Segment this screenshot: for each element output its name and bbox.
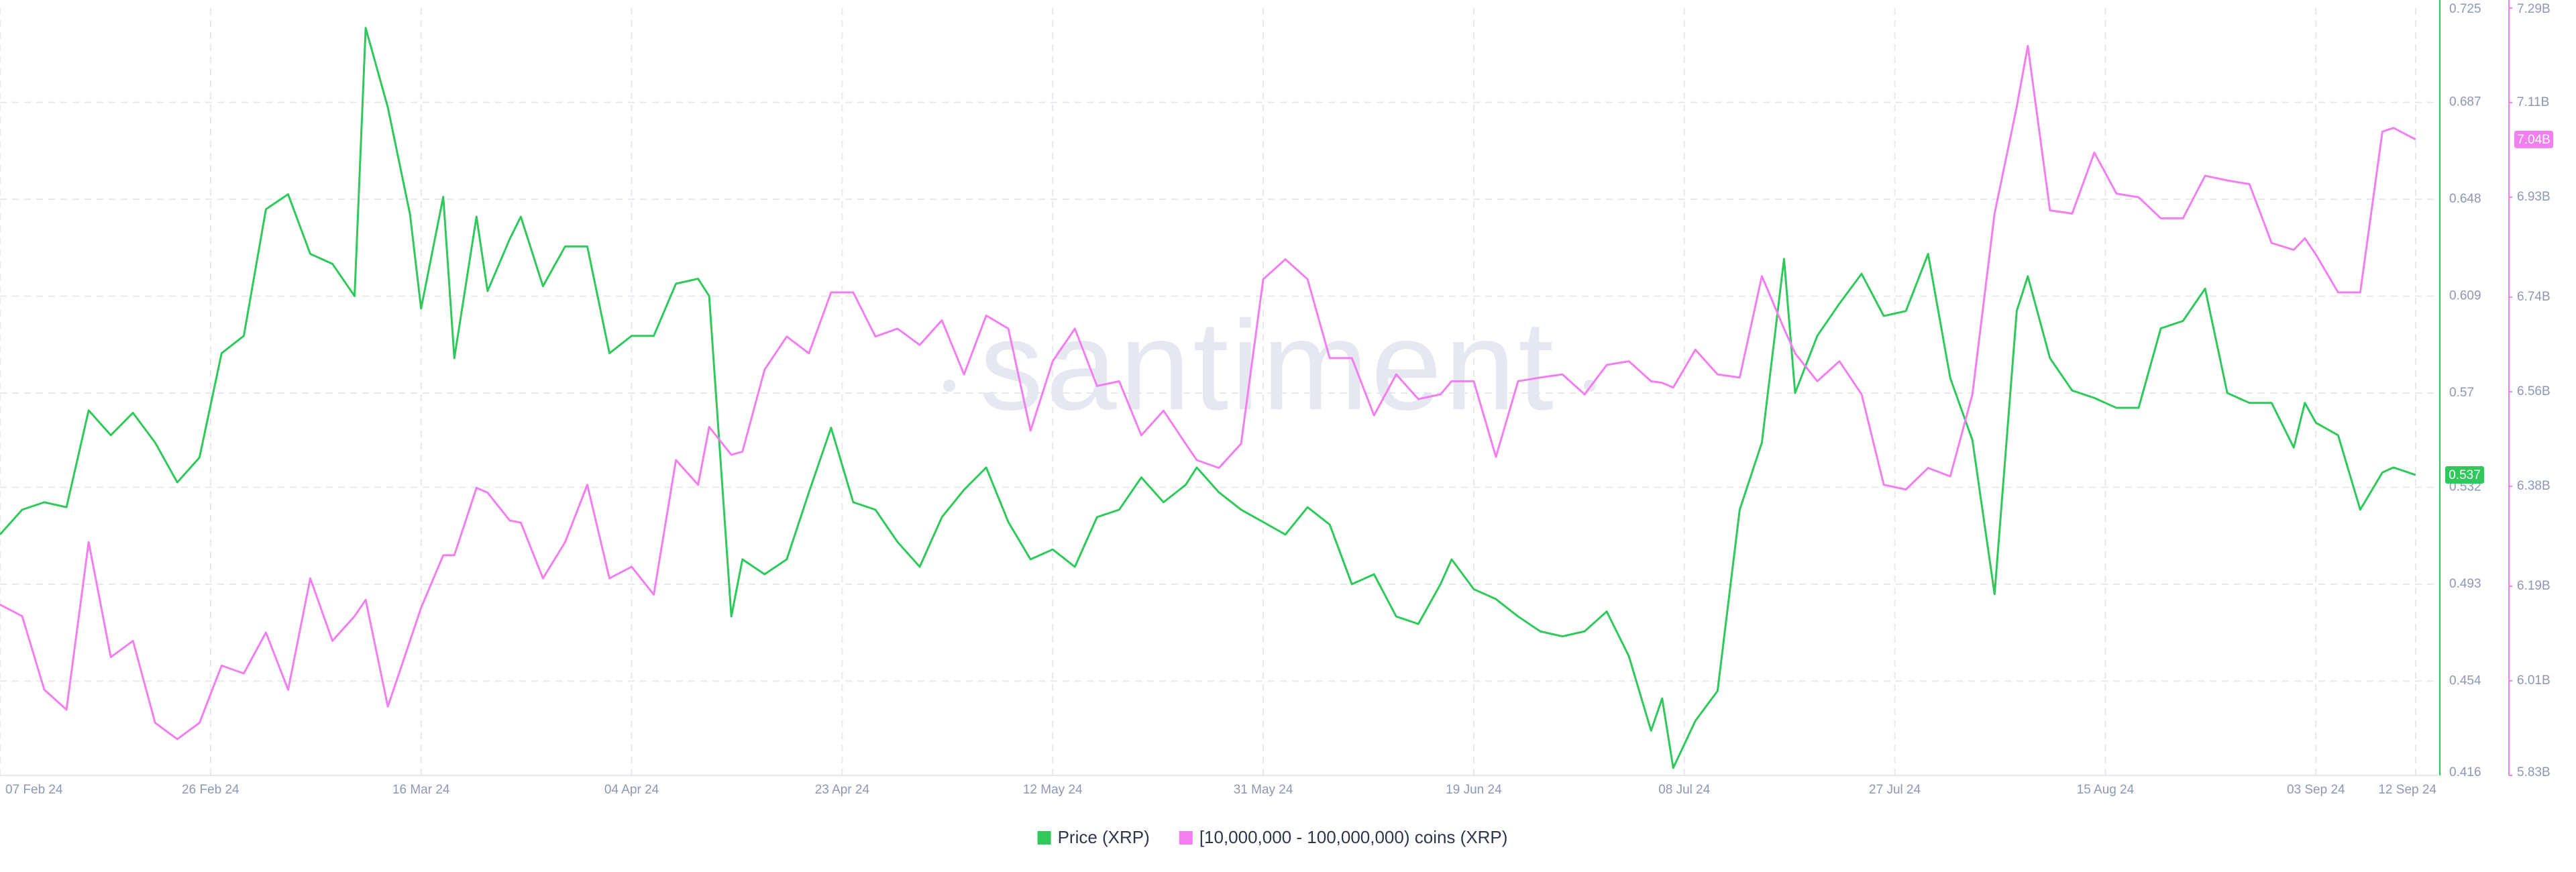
legend: Price (XRP) [10,000,000 - 100,000,000) co… — [1037, 827, 1508, 847]
watermark-dot — [943, 380, 955, 392]
legend-swatch — [1037, 831, 1051, 844]
legend-item: Price (XRP) — [1037, 827, 1150, 847]
y-tick-label: 0.57 — [2449, 386, 2474, 400]
y2-tick-label: 7.29B — [2517, 2, 2551, 16]
y-tick-label: 0.416 — [2449, 765, 2481, 779]
legend-item: [10,000,000 - 100,000,000) coins (XRP) — [1179, 827, 1508, 847]
y2-tick-label: 6.74B — [2517, 290, 2551, 304]
y-tick-label: 0.454 — [2449, 673, 2481, 688]
y-tick-label: 0.687 — [2449, 95, 2481, 109]
series-line — [0, 44, 2416, 741]
x-tick-label: 31 May 24 — [1234, 783, 1293, 797]
x-tick-label: 19 Jun 24 — [1446, 783, 1502, 797]
x-tick-label: 03 Sep 24 — [2287, 783, 2345, 797]
x-tick-label: 08 Jul 24 — [1658, 783, 1711, 797]
y-tick-label: 0.648 — [2449, 192, 2481, 206]
grid-group — [0, 8, 2438, 775]
series-line — [0, 27, 2416, 769]
current-value-badge — [2445, 466, 2484, 484]
watermark: santiment — [979, 294, 1556, 437]
x-tick-label: 23 Apr 24 — [815, 783, 870, 797]
y2-tick-label: 6.19B — [2517, 579, 2551, 593]
y-tick-label: 0.609 — [2449, 288, 2481, 303]
y-tick-label: 0.493 — [2449, 577, 2481, 591]
y-tick-label: 0.725 — [2449, 2, 2481, 16]
y2-tick-label: 5.83B — [2517, 765, 2551, 779]
y2-tick-label: 6.38B — [2517, 479, 2551, 493]
current-value-label: 0.537 — [2449, 468, 2481, 482]
x-tick-label: 26 Feb 24 — [182, 783, 239, 797]
current-value-badge — [2514, 130, 2553, 148]
legend-swatch — [1179, 831, 1193, 844]
y2-tick-label: 6.93B — [2517, 190, 2551, 204]
x-tick-label: 15 Aug 24 — [2077, 783, 2135, 797]
legend-label: Price (XRP) — [1058, 827, 1150, 847]
legend-label: [10,000,000 - 100,000,000) coins (XRP) — [1199, 827, 1508, 847]
y2-tick-label: 6.01B — [2517, 673, 2551, 688]
x-tick-label: 12 Sep 24 — [2378, 783, 2436, 797]
x-tick-label: 27 Jul 24 — [1869, 783, 1921, 797]
x-tick-label: 16 Mar 24 — [392, 783, 450, 797]
x-tick-label: 12 May 24 — [1023, 783, 1083, 797]
x-tick-label: 07 Feb 24 — [5, 783, 63, 797]
y2-tick-label: 7.11B — [2517, 95, 2549, 109]
current-value-label: 7.04B — [2517, 133, 2551, 147]
watermark-group: santiment — [943, 294, 1596, 437]
y2-tick-label: 6.56B — [2517, 384, 2551, 398]
x-tick-label: 04 Apr 24 — [604, 783, 659, 797]
